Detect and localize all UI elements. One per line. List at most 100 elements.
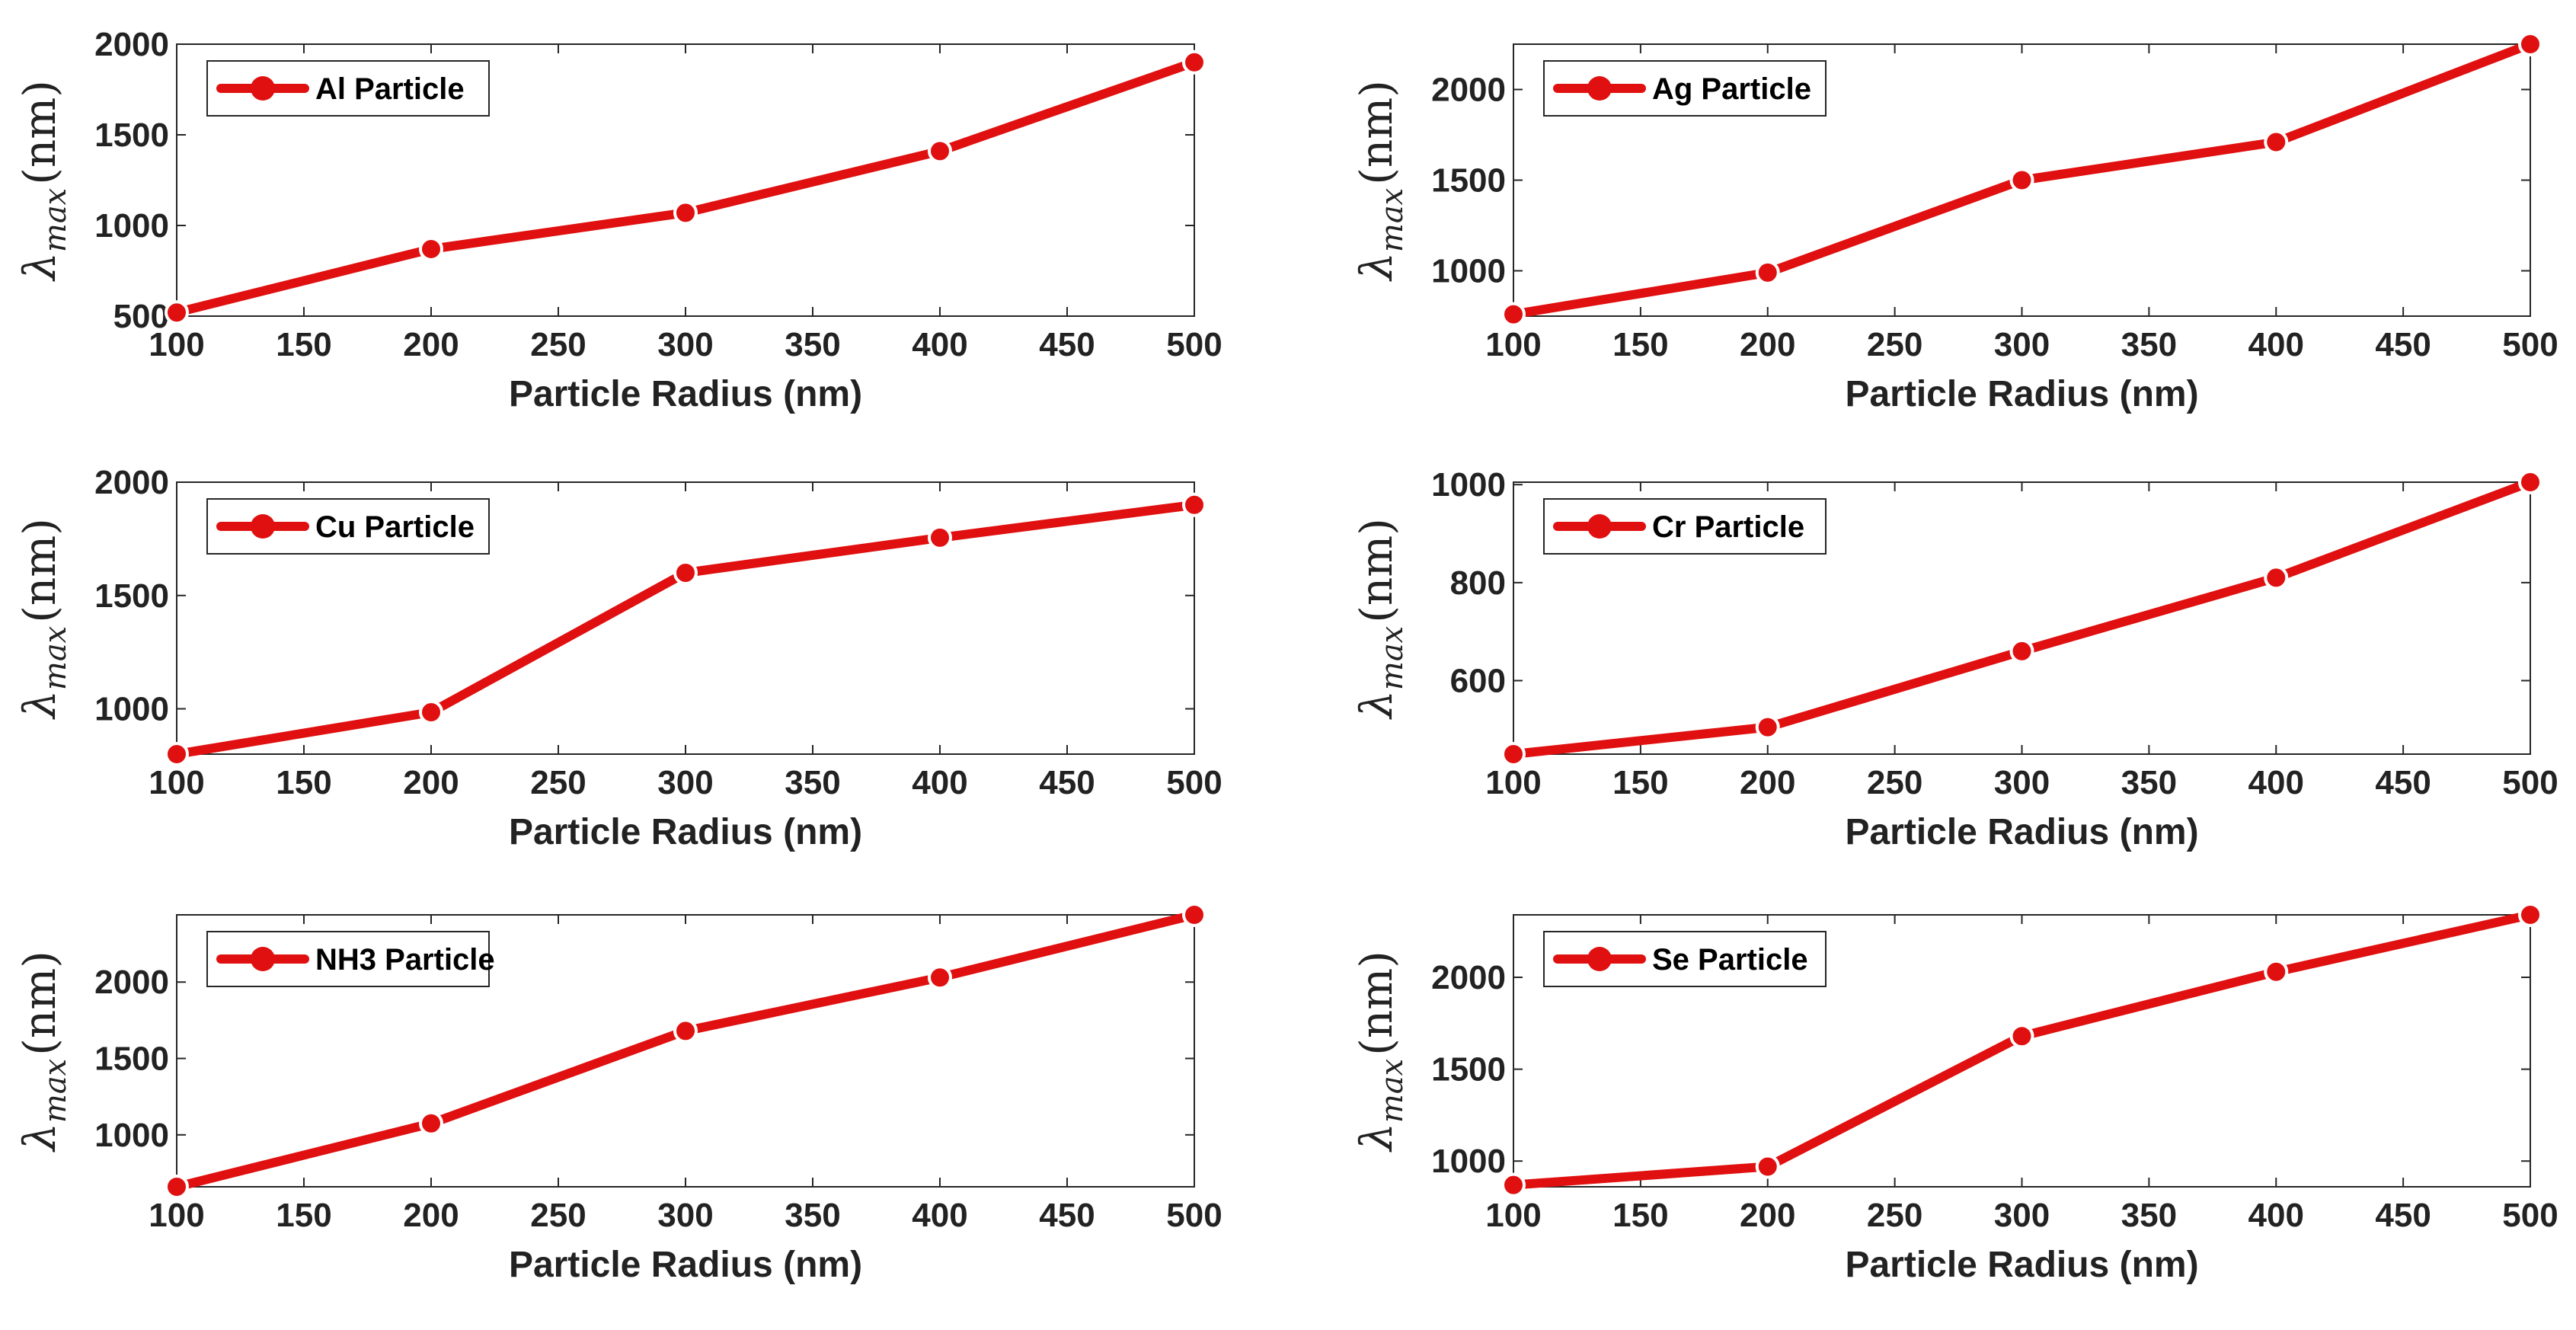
x-tick-label: 450 xyxy=(2375,764,2431,801)
data-point xyxy=(2009,638,2034,663)
x-axis-label: Particle Radius (nm) xyxy=(1845,1245,2198,1285)
legend-label: Cr Particle xyxy=(1652,510,1804,544)
x-tick-label: 400 xyxy=(2248,1197,2304,1234)
x-tick-label: 450 xyxy=(1039,764,1095,801)
x-tick-label: 100 xyxy=(1485,764,1541,801)
x-tick-label: 300 xyxy=(657,764,713,801)
data-point xyxy=(2009,168,2034,193)
legend: NH3 Particle xyxy=(206,931,495,987)
y-tick-label: 2000 xyxy=(1431,959,1506,996)
y-tick-label: 2000 xyxy=(1431,72,1506,109)
x-tick-label: 200 xyxy=(403,326,459,363)
x-tick-label: 500 xyxy=(1166,326,1222,363)
y-tick-label: 1500 xyxy=(1431,162,1506,200)
x-tick-label: 100 xyxy=(149,326,204,363)
x-tick-label: 100 xyxy=(149,1197,204,1234)
y-axis-label-symbol: λ xyxy=(14,690,66,720)
y-tick-label: 1500 xyxy=(94,577,169,615)
y-axis-label: λmax(nm) xyxy=(14,951,73,1153)
y-axis-label-symbol: λ xyxy=(1350,1123,1402,1153)
x-tick-label: 300 xyxy=(1994,764,2050,801)
x-tick-label: 100 xyxy=(1485,326,1541,363)
panel-6: 100 150 200 250 300 350 400 450 500 1000 1500 2000 P… xyxy=(1350,903,2558,1285)
x-tick-label: 150 xyxy=(276,764,331,801)
x-tick-label: 350 xyxy=(2121,1197,2177,1234)
legend: Se Particle xyxy=(1543,931,1827,987)
y-tick-label: 600 xyxy=(1450,663,1506,700)
x-tick-label: 500 xyxy=(1166,764,1222,801)
x-tick-label: 100 xyxy=(1485,1197,1541,1234)
data-point xyxy=(1755,1154,1780,1179)
panel-2: 100 150 200 250 300 350 400 450 500 1000 1500 2000 P… xyxy=(1350,32,2558,414)
x-tick-label: 500 xyxy=(1166,1197,1222,1234)
data-point xyxy=(2264,959,2289,984)
legend: Cu Particle xyxy=(206,498,490,555)
y-axis-label: λmax(nm) xyxy=(14,518,73,720)
data-point xyxy=(165,300,189,325)
y-axis-label-symbol: λ xyxy=(14,252,66,282)
y-tick-label: 1000 xyxy=(1431,1143,1506,1180)
x-tick-label: 450 xyxy=(1039,1197,1095,1234)
x-tick-label: 150 xyxy=(1612,326,1668,363)
x-tick-label: 250 xyxy=(1867,764,1922,801)
x-tick-label: 300 xyxy=(1994,1197,2050,1234)
legend-swatch-marker xyxy=(1587,947,1612,971)
x-tick-label: 250 xyxy=(530,1197,586,1234)
x-tick-label: 450 xyxy=(2375,1197,2431,1234)
data-point xyxy=(928,139,952,164)
y-axis-label-subscript: max xyxy=(38,188,73,252)
x-tick-label: 350 xyxy=(2121,326,2177,363)
x-tick-label: 450 xyxy=(2375,326,2431,363)
panel-5: 100 150 200 250 300 350 400 450 500 1000 1500 2000 P… xyxy=(14,903,1222,1285)
x-tick-label: 300 xyxy=(657,326,713,363)
data-point xyxy=(1501,1172,1526,1197)
y-axis-label-unit: (nm) xyxy=(14,951,66,1056)
data-point xyxy=(419,1111,443,1136)
legend-label: Ag Particle xyxy=(1652,72,1811,106)
y-axis-label-subscript: max xyxy=(38,626,73,690)
data-point xyxy=(673,1018,698,1044)
x-tick-label: 400 xyxy=(2248,764,2304,801)
y-tick-label: 1000 xyxy=(1431,253,1506,290)
y-tick-label: 1500 xyxy=(94,117,169,154)
x-tick-label: 400 xyxy=(912,1197,967,1234)
x-tick-label: 150 xyxy=(1612,764,1668,801)
data-point xyxy=(1755,715,1780,740)
legend-label: Se Particle xyxy=(1652,943,1808,977)
legend-swatch-marker xyxy=(251,76,275,101)
x-tick-label: 250 xyxy=(530,326,586,363)
y-axis-label-unit: (nm) xyxy=(1350,80,1402,185)
y-tick-label: 1500 xyxy=(1431,1051,1506,1089)
data-point xyxy=(2518,470,2542,494)
legend: Ag Particle xyxy=(1543,60,1827,117)
y-tick-label: 1500 xyxy=(94,1041,169,1078)
y-axis-label-unit: (nm) xyxy=(1350,951,1402,1056)
y-tick-label: 2000 xyxy=(94,26,169,63)
data-point xyxy=(1501,302,1526,327)
panel-1: 100 150 200 250 300 350 400 450 500 500 1000 1500 20… xyxy=(14,26,1222,414)
x-tick-label: 300 xyxy=(657,1197,713,1234)
y-axis-label: λmax(nm) xyxy=(1350,80,1410,282)
x-tick-label: 350 xyxy=(785,326,840,363)
data-point xyxy=(1182,903,1207,927)
x-tick-label: 350 xyxy=(2121,764,2177,801)
x-tick-label: 200 xyxy=(1740,326,1795,363)
x-axis-label: Particle Radius (nm) xyxy=(1845,812,2198,852)
y-axis-label-symbol: λ xyxy=(14,1123,66,1153)
y-axis-label-subscript: max xyxy=(38,1059,73,1123)
data-point xyxy=(1755,260,1780,285)
x-tick-label: 150 xyxy=(276,1197,331,1234)
legend-box xyxy=(1543,498,1827,555)
y-axis-label-subscript: max xyxy=(1375,188,1410,252)
panel-3: 100 150 200 250 300 350 400 450 500 1000 1500 2000 P… xyxy=(14,464,1222,852)
x-tick-label: 250 xyxy=(1867,1197,1922,1234)
data-point xyxy=(419,699,443,724)
data-point xyxy=(928,965,952,990)
x-tick-label: 250 xyxy=(1867,326,1922,363)
y-axis-label-symbol: λ xyxy=(1350,690,1402,720)
x-tick-label: 400 xyxy=(2248,326,2304,363)
data-point xyxy=(1182,492,1207,517)
legend-swatch-marker xyxy=(251,514,275,539)
y-tick-label: 1000 xyxy=(94,207,169,245)
x-tick-label: 200 xyxy=(1740,1197,1795,1234)
